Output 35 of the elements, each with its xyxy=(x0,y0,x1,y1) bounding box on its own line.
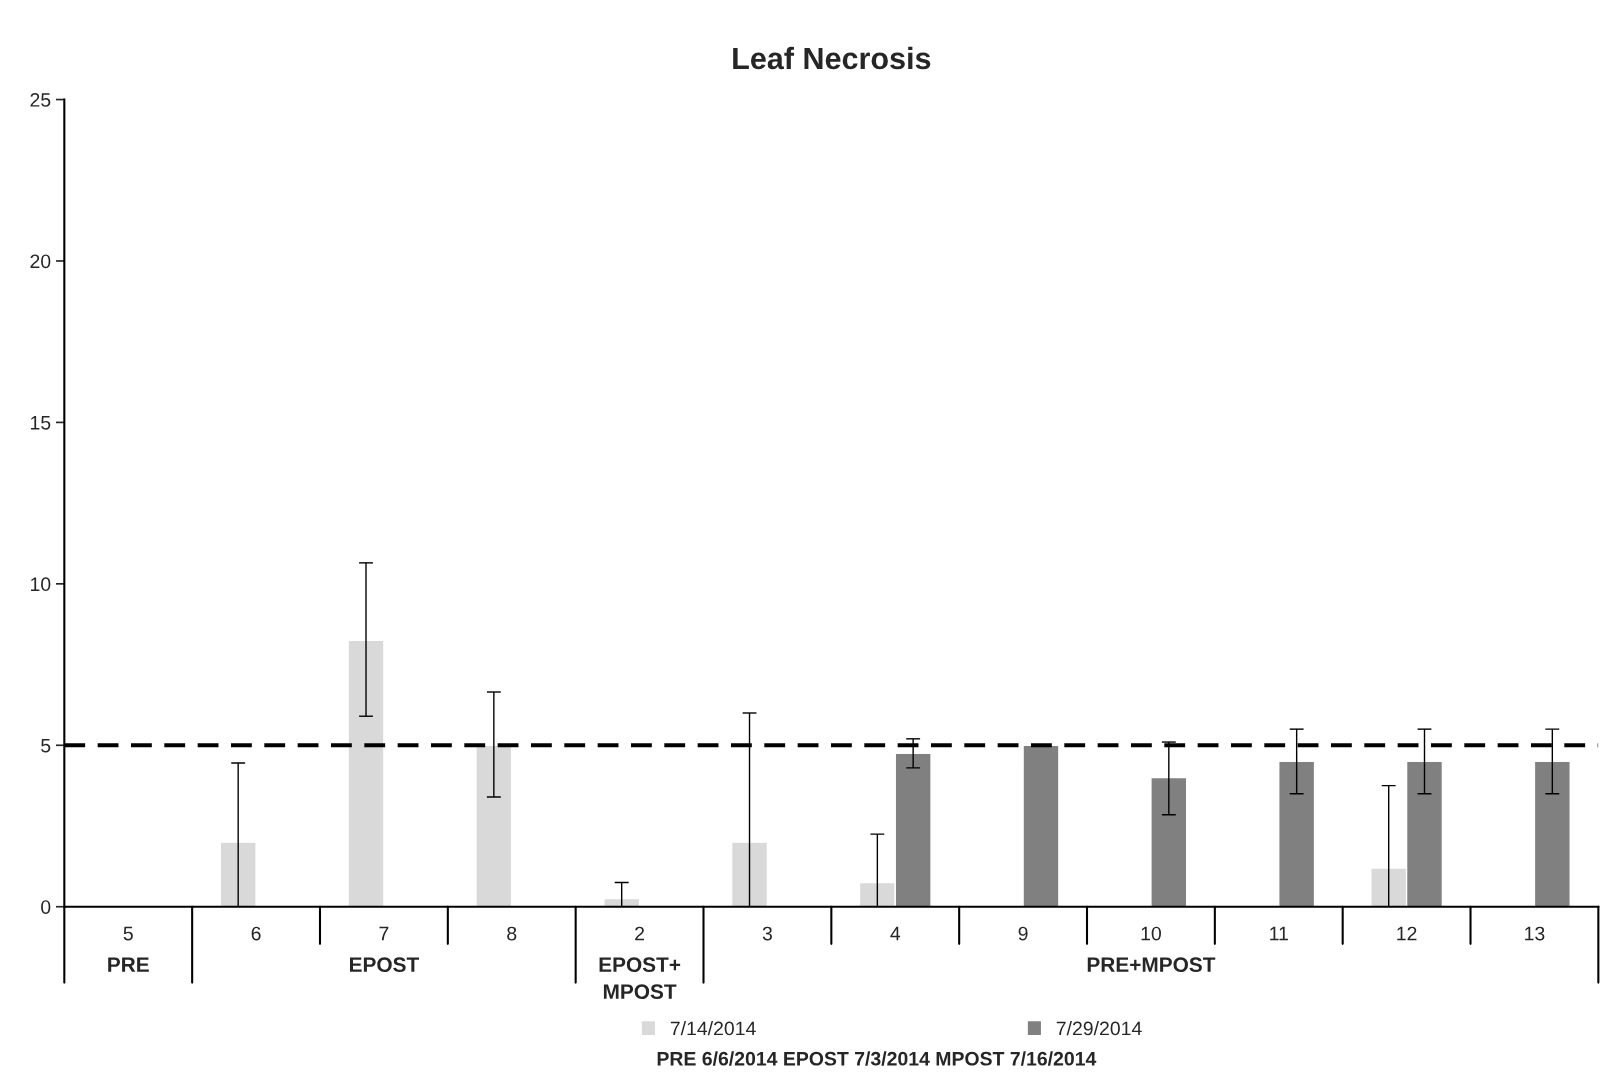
x-tick-label: 7 xyxy=(379,926,389,941)
bar xyxy=(219,841,257,907)
x-tick-label: 3 xyxy=(762,926,772,941)
legend-label: 7/14/2014 xyxy=(670,1021,756,1036)
bar xyxy=(603,897,641,907)
y-tick-label: 15 xyxy=(30,416,51,430)
x-tick-label: 4 xyxy=(890,926,901,941)
x-tick-label: 12 xyxy=(1397,926,1417,941)
text: EPOST+ MPOST xyxy=(599,957,681,1000)
x-tick-label: 8 xyxy=(507,926,517,941)
y-tick-label: 5 xyxy=(41,738,51,753)
bar xyxy=(730,841,769,907)
x-tick-label: 2 xyxy=(635,926,645,941)
text: PRE 6/6/2014 EPOST 7/3/2014 MPOST 7/16/2014 xyxy=(657,1051,1097,1066)
x-tick-label: 10 xyxy=(1141,926,1161,941)
bar xyxy=(347,639,385,907)
x-tick-label: 5 xyxy=(123,926,133,941)
x-tick-label: 9 xyxy=(1018,926,1028,941)
text: EPOST xyxy=(349,957,419,973)
x-tick-label: 11 xyxy=(1270,926,1288,941)
x-tick-label: 6 xyxy=(251,926,261,941)
y-tick-label: 0 xyxy=(41,900,51,914)
y-tick-label: 10 xyxy=(30,577,51,592)
bar xyxy=(1150,776,1188,907)
y-tick-label: 20 xyxy=(30,254,51,269)
bar xyxy=(1278,760,1316,907)
chart-title: Leaf Necrosis xyxy=(733,46,931,70)
text: PRE xyxy=(108,957,149,972)
bar xyxy=(1022,744,1060,907)
legend-label: 7/29/2014 xyxy=(1056,1021,1142,1036)
text: PRE+MPOST xyxy=(1087,957,1216,973)
bar xyxy=(1533,760,1571,907)
y-tick-label: 25 xyxy=(30,93,51,107)
bar xyxy=(475,744,513,907)
x-tick-label: 13 xyxy=(1525,926,1545,941)
